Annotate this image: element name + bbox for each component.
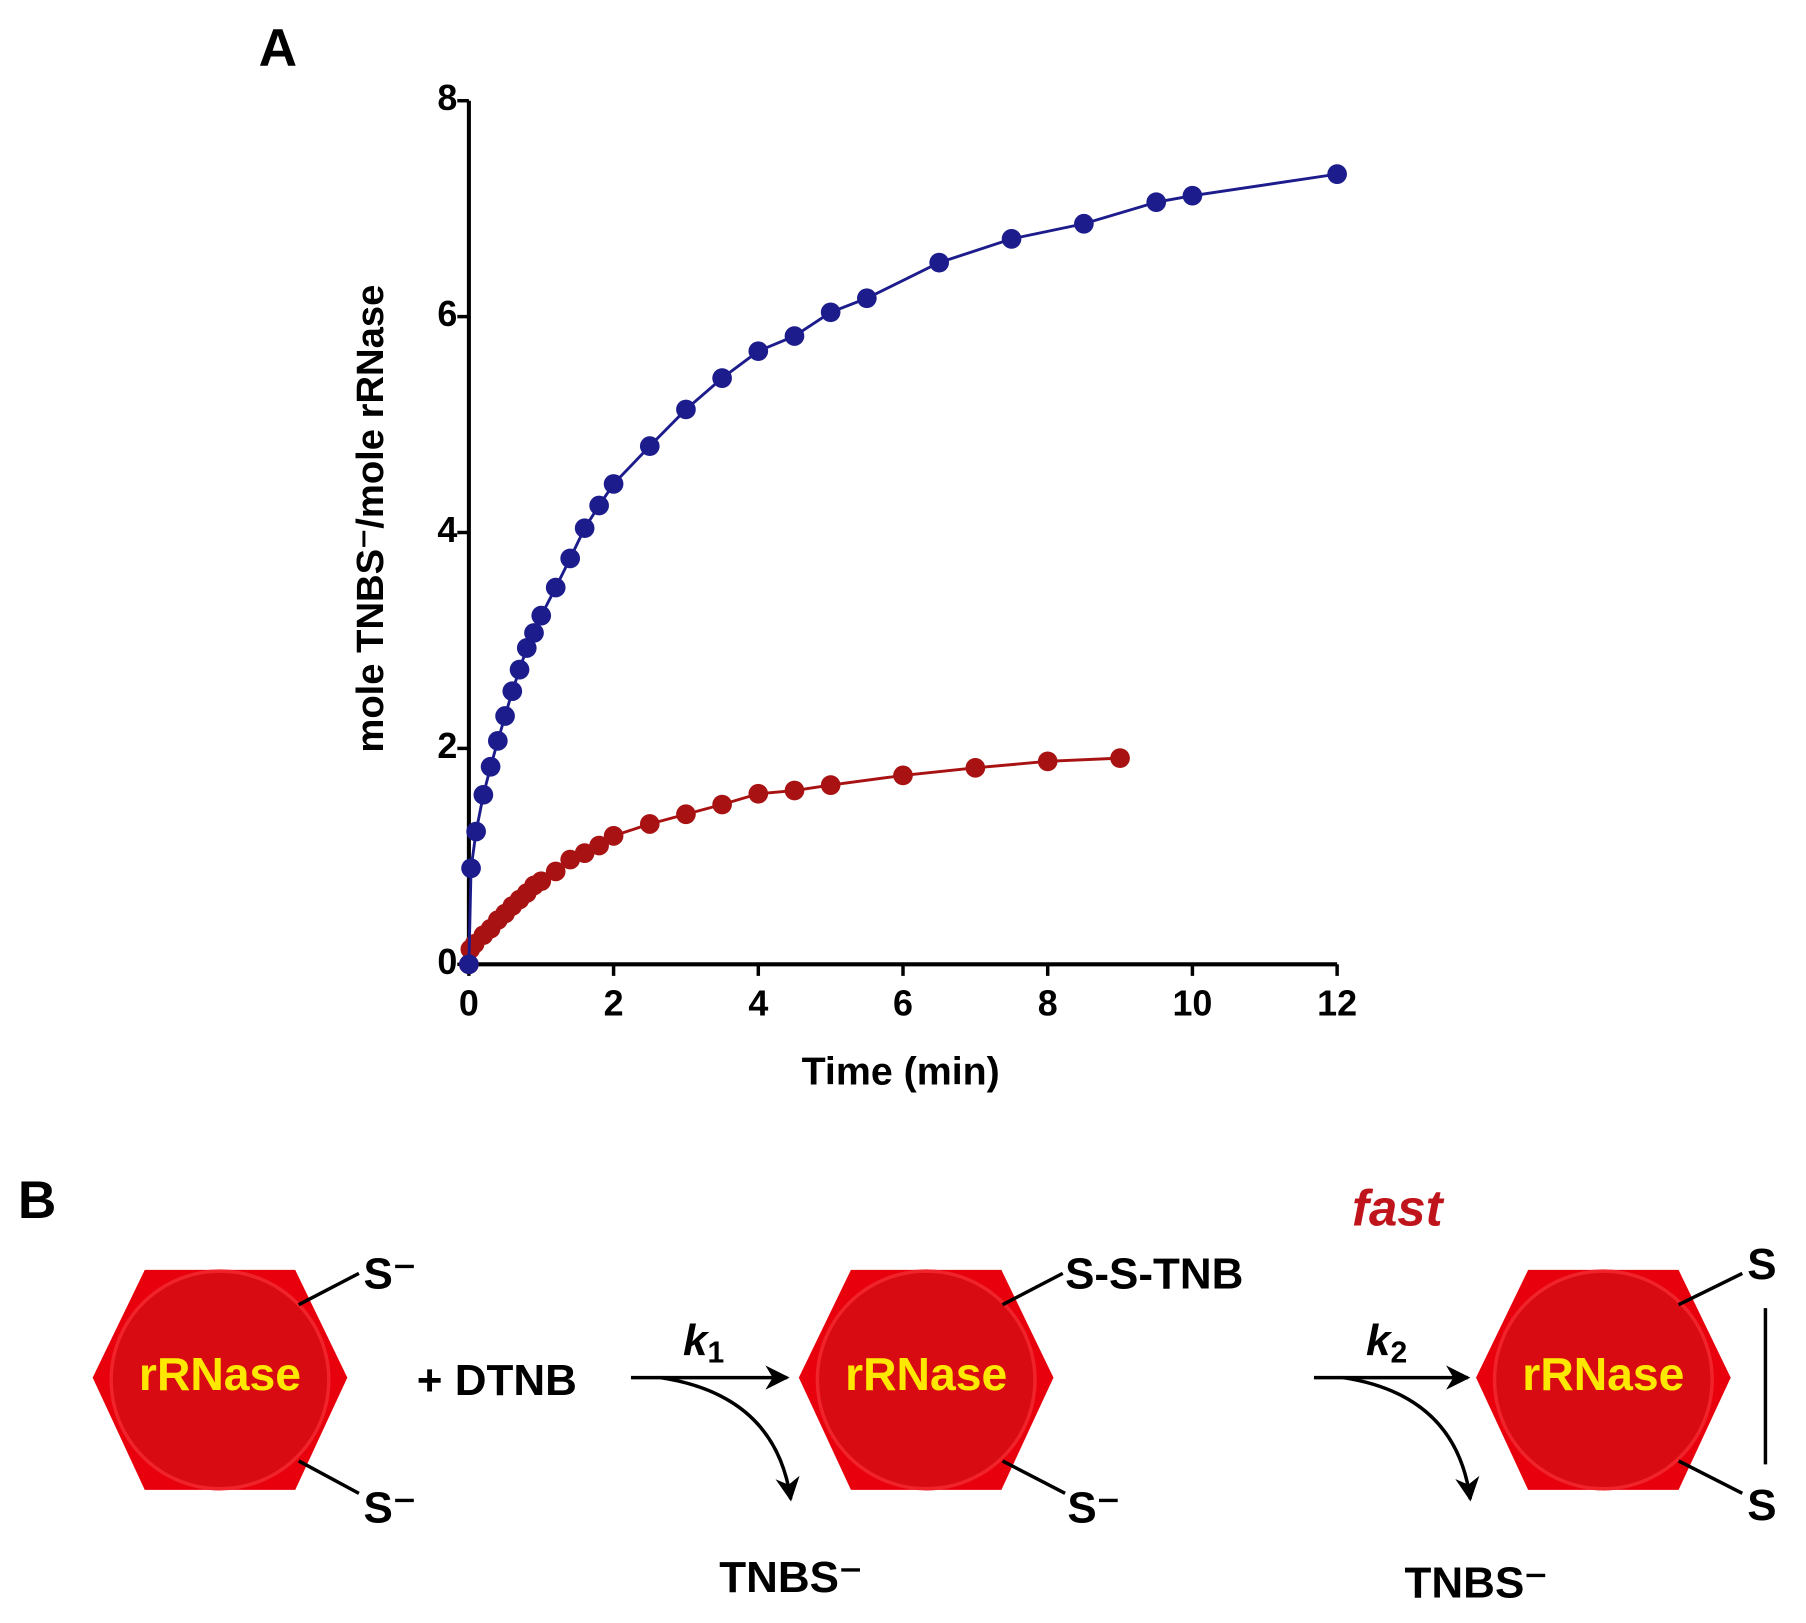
data-point bbox=[509, 659, 530, 680]
arrow bbox=[1342, 1375, 1480, 1502]
hexagon-core bbox=[815, 1269, 1037, 1491]
data-point bbox=[1001, 229, 1022, 249]
enzyme-label: rRNase bbox=[139, 1348, 301, 1400]
data-point bbox=[820, 775, 841, 795]
reagent: + DTNB bbox=[417, 1356, 577, 1405]
data-point bbox=[820, 302, 841, 323]
data-point bbox=[531, 871, 552, 892]
data-point bbox=[1146, 192, 1167, 213]
data-point bbox=[784, 326, 805, 346]
y-axis-title: mole TNBS⁻/mole rRNase bbox=[349, 285, 392, 753]
bond bbox=[1001, 1271, 1064, 1307]
data-point bbox=[531, 605, 552, 626]
data-point bbox=[603, 826, 624, 846]
data-point bbox=[589, 495, 609, 516]
enzyme: rRNase bbox=[92, 1269, 348, 1491]
bond bbox=[1001, 1459, 1066, 1495]
data-point bbox=[487, 731, 508, 751]
fast-label: fast bbox=[1352, 1179, 1445, 1236]
rate-constant: k1 bbox=[683, 1315, 724, 1369]
data-point bbox=[929, 252, 950, 273]
rate-subscript: 1 bbox=[708, 1336, 725, 1369]
data-point bbox=[748, 341, 769, 361]
data-point bbox=[965, 758, 986, 778]
x-axis-title: Time (min) bbox=[802, 1050, 1000, 1094]
enzyme: rRNase bbox=[1476, 1269, 1731, 1491]
data-point bbox=[748, 783, 769, 804]
enzyme-label: rRNase bbox=[845, 1348, 1007, 1400]
data-point bbox=[893, 765, 913, 786]
data-point bbox=[712, 794, 732, 815]
x-tick-label: 8 bbox=[1038, 983, 1058, 1023]
x-tick-label: 10 bbox=[1172, 983, 1212, 1023]
data-point bbox=[480, 756, 501, 777]
rate-constant: k2 bbox=[1366, 1315, 1407, 1369]
enzyme-label: rRNase bbox=[1522, 1348, 1684, 1400]
product: TNBS⁻ bbox=[719, 1553, 862, 1602]
product: TNBS⁻ bbox=[1405, 1559, 1548, 1608]
data-point bbox=[1074, 213, 1094, 234]
x-tick-label: 6 bbox=[893, 983, 913, 1023]
plot: 0 2 4 6 8 0 2 4 6 8 10 12 bbox=[437, 78, 1357, 1023]
hexagon-core bbox=[109, 1269, 331, 1491]
y-tick-label: 8 bbox=[437, 78, 457, 118]
data-point bbox=[676, 399, 696, 420]
bond bbox=[297, 1271, 360, 1307]
sulfur: S bbox=[1747, 1481, 1776, 1530]
y-tick-label: 2 bbox=[437, 726, 457, 766]
data-point bbox=[639, 814, 660, 834]
mixed-disulfide: S-S-TNB bbox=[1065, 1249, 1243, 1298]
data-point bbox=[545, 861, 566, 882]
data-point bbox=[676, 804, 696, 825]
data-point bbox=[1110, 748, 1130, 768]
panel-label: B bbox=[18, 1171, 56, 1230]
panel-label: A bbox=[259, 19, 297, 78]
x-tick-label: 12 bbox=[1317, 983, 1357, 1023]
rate-symbol: k bbox=[683, 1315, 710, 1364]
enzyme: rRNase bbox=[798, 1269, 1054, 1491]
data-point bbox=[560, 548, 581, 569]
x-tick-label: 2 bbox=[604, 983, 624, 1023]
rate-subscript: 2 bbox=[1391, 1336, 1408, 1369]
data-point bbox=[856, 288, 877, 309]
data-point bbox=[524, 623, 544, 643]
data-point bbox=[461, 858, 481, 879]
data-point bbox=[1037, 751, 1058, 772]
rate-symbol: k bbox=[1366, 1315, 1393, 1364]
thiolate: S⁻ bbox=[1067, 1483, 1120, 1532]
thiolate: S⁻ bbox=[364, 1483, 417, 1532]
data-point bbox=[1327, 164, 1347, 184]
data-point bbox=[545, 577, 566, 598]
data-point bbox=[603, 474, 624, 494]
data-point bbox=[589, 835, 609, 856]
sulfur: S bbox=[1747, 1240, 1776, 1289]
hexagon-core bbox=[1492, 1269, 1714, 1491]
data-point bbox=[502, 681, 523, 702]
y-tick-label: 0 bbox=[437, 942, 457, 982]
scheme: B fast rRNase S⁻ S⁻ + DTNB k1 TNBS⁻ rRNa… bbox=[18, 1171, 1777, 1608]
thiolate: S⁻ bbox=[364, 1249, 417, 1298]
data-point bbox=[495, 706, 515, 726]
data-point bbox=[473, 784, 494, 805]
data-point bbox=[712, 368, 732, 388]
data-point bbox=[784, 780, 805, 801]
bond bbox=[297, 1459, 360, 1495]
data-point bbox=[574, 518, 595, 539]
data-point bbox=[639, 436, 660, 456]
data-point bbox=[459, 954, 479, 975]
data-point bbox=[516, 638, 537, 658]
x-tick-label: 4 bbox=[748, 983, 768, 1023]
bond bbox=[1677, 1271, 1744, 1307]
y-tick-label: 6 bbox=[437, 294, 457, 334]
arrow bbox=[659, 1375, 800, 1502]
data-point bbox=[1182, 185, 1203, 206]
data-point bbox=[466, 821, 486, 842]
x-tick-label: 0 bbox=[459, 983, 479, 1023]
bond bbox=[1677, 1459, 1744, 1495]
y-tick-label: 4 bbox=[437, 510, 457, 550]
data-point bbox=[574, 843, 595, 863]
